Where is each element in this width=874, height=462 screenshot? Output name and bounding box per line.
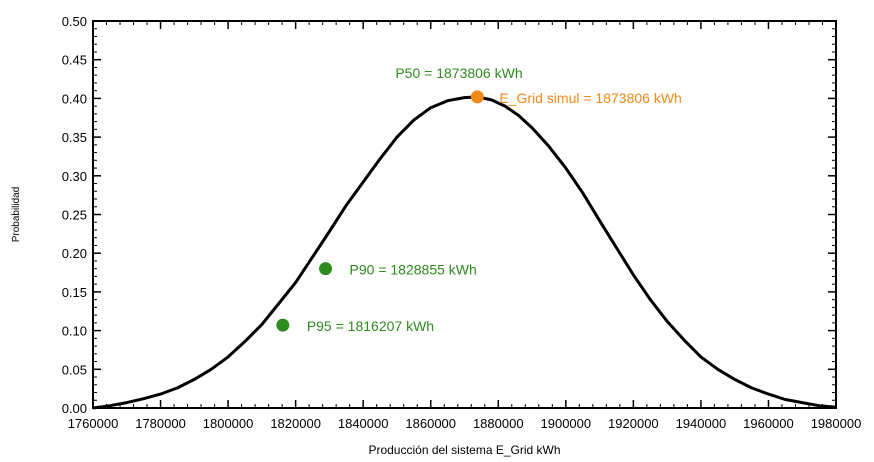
x-tick-label: 1940000 — [676, 416, 727, 431]
y-tick-label: 0.10 — [62, 324, 87, 339]
y-tick-label: 0.20 — [62, 246, 87, 261]
annotation-label: P50 = 1873806 kWh — [395, 65, 522, 81]
y-tick-label: 0.40 — [62, 91, 87, 106]
y-tick-label: 0.05 — [62, 362, 87, 377]
annotation-label: P90 = 1828855 kWh — [350, 262, 477, 278]
y-tick-label: 0.45 — [62, 53, 87, 68]
y-tick-label: 0.50 — [62, 14, 87, 29]
y-tick-label: 0.25 — [62, 208, 87, 223]
x-tick-label: 1780000 — [135, 416, 186, 431]
annotation-marker — [470, 90, 484, 104]
y-tick-label: 0.30 — [62, 169, 87, 184]
y-axis-title: Probabilidad — [11, 187, 22, 243]
x-tick-label: 1880000 — [473, 416, 524, 431]
annotation-marker — [276, 318, 290, 332]
x-tick-label: 1840000 — [338, 416, 389, 431]
x-tick-label: 1760000 — [68, 416, 119, 431]
x-axis-title: Producción del sistema E_Grid kWh — [368, 443, 560, 457]
probability-curve — [92, 95, 837, 410]
x-tick-label: 1920000 — [608, 416, 659, 431]
annotations-group: P50 = 1873806 kWh E_Grid simul = 1873806 … — [276, 65, 682, 334]
annotation-label: E_Grid simul = 1873806 kWh — [499, 90, 681, 106]
y-tick-label: 0.35 — [62, 130, 87, 145]
series-group — [92, 95, 837, 410]
x-tick-label: 1820000 — [270, 416, 321, 431]
x-tick-label: 1860000 — [405, 416, 456, 431]
x-tick-label: 1800000 — [203, 416, 254, 431]
y-tick-label: 0.00 — [62, 401, 87, 416]
x-tick-label: 1980000 — [811, 416, 862, 431]
y-axis: 0.00 0.05 0.10 0.15 0.20 0.25 0.30 0.35 0.40 0.45… — [62, 14, 836, 416]
y-tick-label: 0.15 — [62, 285, 87, 300]
x-tick-label: 1900000 — [541, 416, 592, 431]
x-axis: 1760000 1780000 1800000 1820000 1840000 18600… — [68, 21, 862, 431]
annotation-label: P95 = 1816207 kWh — [307, 318, 434, 334]
annotation-marker — [319, 262, 333, 276]
x-tick-label: 1960000 — [743, 416, 794, 431]
